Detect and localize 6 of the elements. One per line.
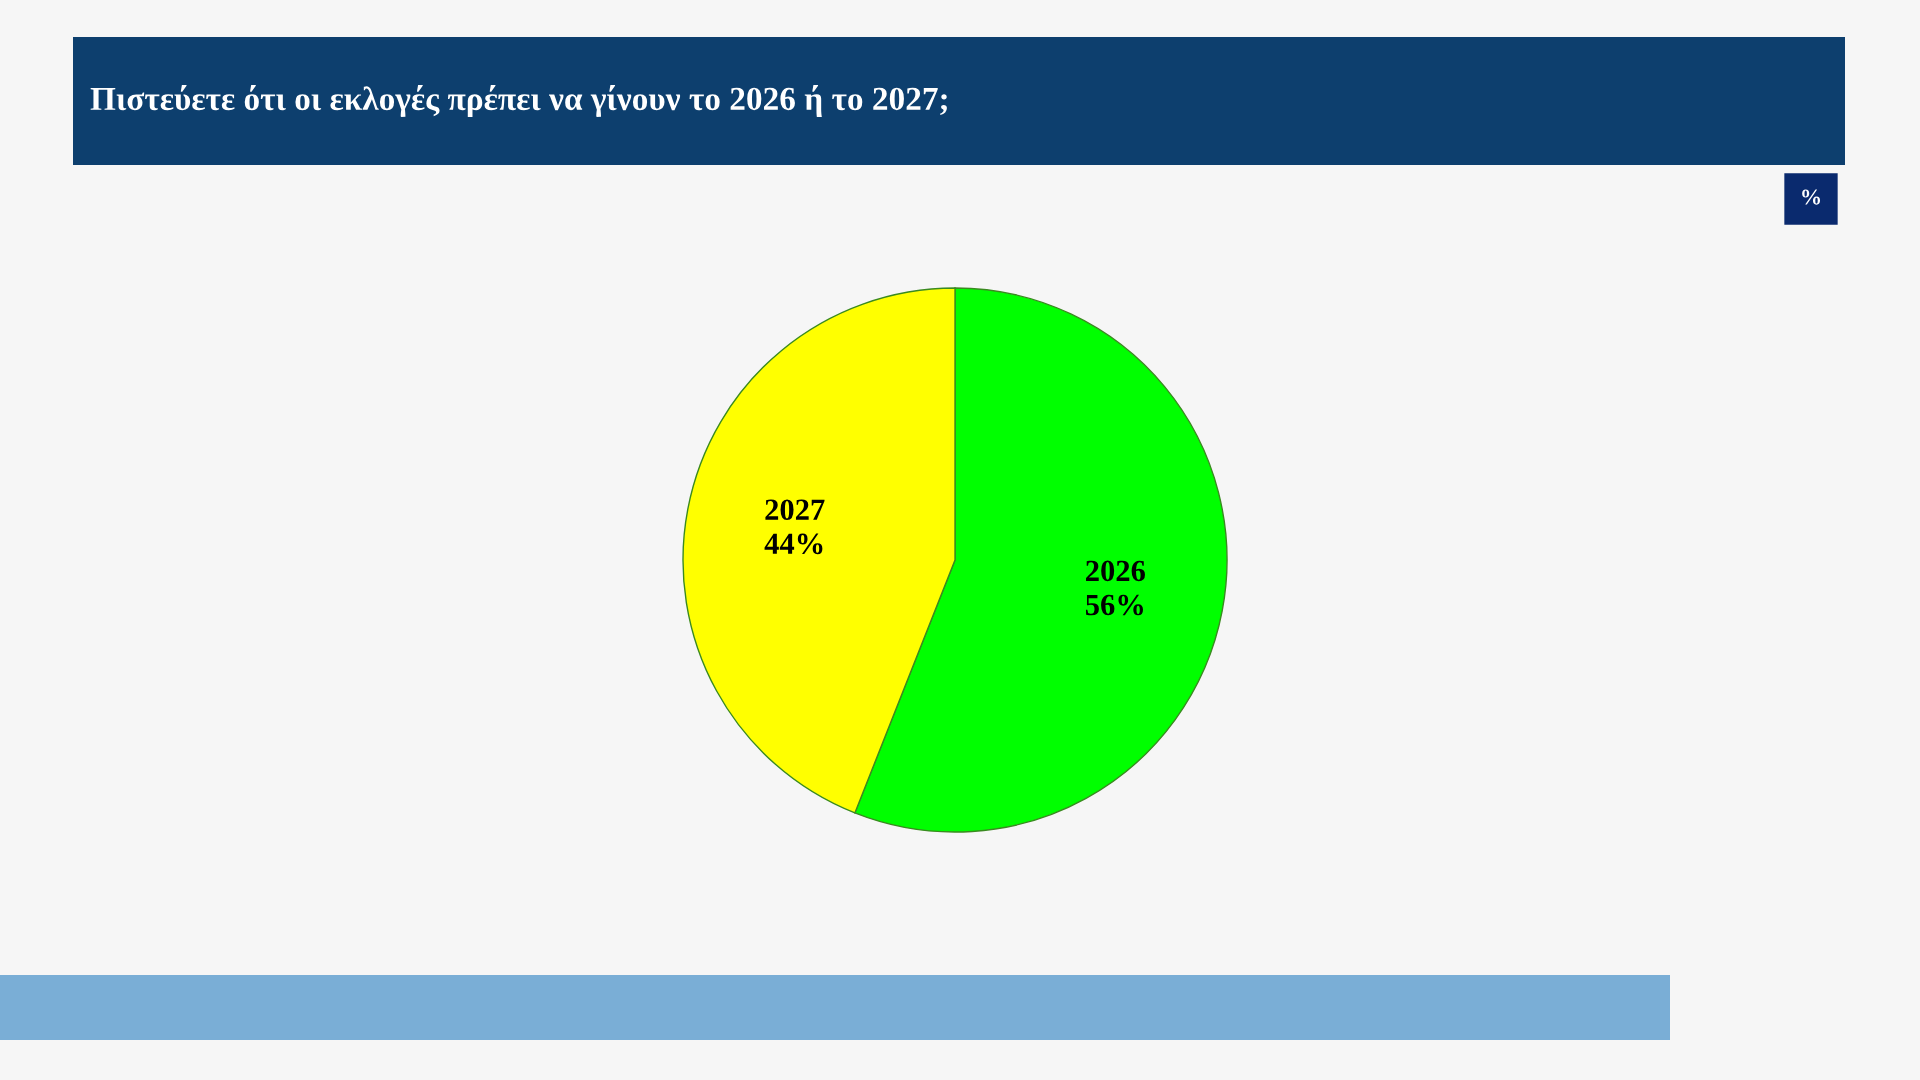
chart-title: Πιστεύετε ότι οι εκλογές πρέπει να γίνουν το 2026 ή το 2027; bbox=[90, 85, 947, 117]
text: % bbox=[1802, 189, 1821, 205]
slice-label: 2027 bbox=[765, 499, 825, 521]
slice-label: 2026 bbox=[1086, 560, 1145, 582]
data-label: 44% bbox=[764, 533, 823, 555]
data-label: 56% bbox=[1085, 594, 1143, 616]
